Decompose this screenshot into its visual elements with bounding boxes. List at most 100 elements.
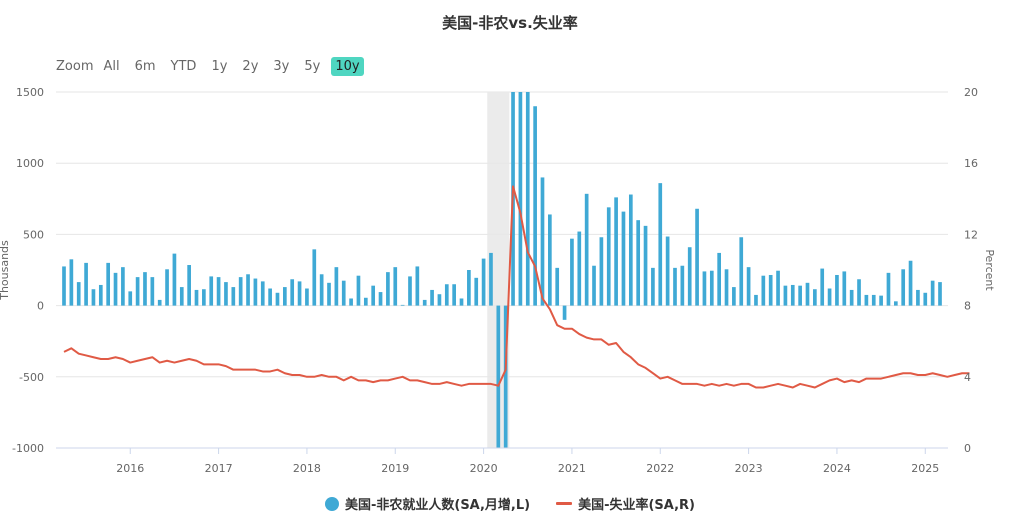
legend-item-payrolls[interactable]: 美国-非农就业人数(SA,月增,L) [324,494,531,513]
bar [444,284,449,306]
bar [341,280,346,306]
y-right-tick-label: 20 [964,86,978,99]
chart-legend: 美国-非农就业人数(SA,月增,L) 美国-失业率(SA,R) [0,494,1020,513]
bar [548,214,552,306]
bar [209,276,214,306]
bar [224,282,228,306]
bar [327,282,331,306]
bar [400,304,405,306]
range-button-1y[interactable]: 1y [211,59,228,74]
bar [754,294,758,306]
range-button-6m[interactable]: 6m [134,59,156,74]
bar [709,270,714,306]
range-button-5y[interactable]: 5y [304,59,321,74]
bar [871,294,876,306]
bar [246,274,250,306]
range-button-10y[interactable]: 10y [331,57,364,76]
bar [680,265,685,306]
x-tick-label: 2022 [646,462,674,475]
bar [452,284,456,306]
bar [813,289,817,306]
bar [930,280,935,306]
y-right-tick-label: 8 [964,300,971,313]
bar [577,231,582,306]
bar [216,277,221,306]
x-tick-label: 2020 [470,462,498,475]
y-right-tick-label: 12 [964,228,978,241]
x-tick-label: 2025 [911,462,939,475]
range-button-all[interactable]: All [103,59,120,74]
bar [437,294,442,306]
bar [687,247,692,306]
bar [732,287,736,306]
bar [98,284,103,306]
bar [202,289,206,306]
bar [349,298,353,306]
x-tick-label: 2024 [823,462,851,475]
bar [658,183,663,306]
bar [334,267,339,306]
bar [643,225,648,306]
bar [651,267,655,306]
bar [746,267,751,306]
bar [923,292,928,306]
legend-label-unemployment: 美国-失业率(SA,R) [578,498,695,513]
bar [194,289,199,306]
bar-series [62,92,942,448]
bar [739,237,744,306]
bar [695,208,699,306]
bar [835,274,839,306]
bar [157,299,162,306]
legend-label-payrolls: 美国-非农就业人数(SA,月增,L) [344,498,531,513]
bar [908,260,913,306]
bar [886,272,891,306]
bar [798,285,802,306]
bar [717,252,721,306]
bar [533,106,537,306]
bar [864,294,869,306]
legend-dot-icon [324,496,339,511]
range-button-ytd[interactable]: YTD [170,59,197,74]
range-button-2y[interactable]: 2y [242,59,259,74]
bar [121,267,125,306]
bar [297,281,302,306]
bar [459,298,464,306]
bar [673,267,677,306]
bar [761,275,766,306]
y-left-tick-label: 1000 [16,157,44,170]
y-right-tick-label: 16 [964,157,978,170]
x-tick-label: 2018 [293,462,321,475]
y-left-tick-label: -1000 [12,442,44,455]
bar [172,253,177,306]
bar [238,277,243,306]
bar [827,288,832,306]
unemployment-line [63,185,970,389]
zoom-label: Zoom [56,59,94,74]
bar [143,272,147,306]
bar [584,193,589,306]
bar [305,288,309,306]
y-left-tick-label: 1500 [16,86,44,99]
bar [496,305,501,448]
y-right-tick-label: 4 [964,371,971,384]
legend-item-unemployment[interactable]: 美国-失业率(SA,R) [556,494,695,513]
y-right-tick-label: 0 [964,442,971,455]
bar [253,278,258,306]
bar [165,269,169,306]
bar [916,289,920,306]
bar [702,271,707,306]
bar [467,270,471,306]
bar [275,292,280,306]
bar [628,194,633,306]
range-button-3y[interactable]: 3y [273,59,290,74]
bar [555,267,560,306]
bar [393,267,398,306]
bar [724,269,729,306]
bar [599,237,604,306]
bar [665,236,670,306]
bar [562,305,567,320]
bar [857,279,861,306]
bar [430,289,434,306]
bar [290,279,295,306]
